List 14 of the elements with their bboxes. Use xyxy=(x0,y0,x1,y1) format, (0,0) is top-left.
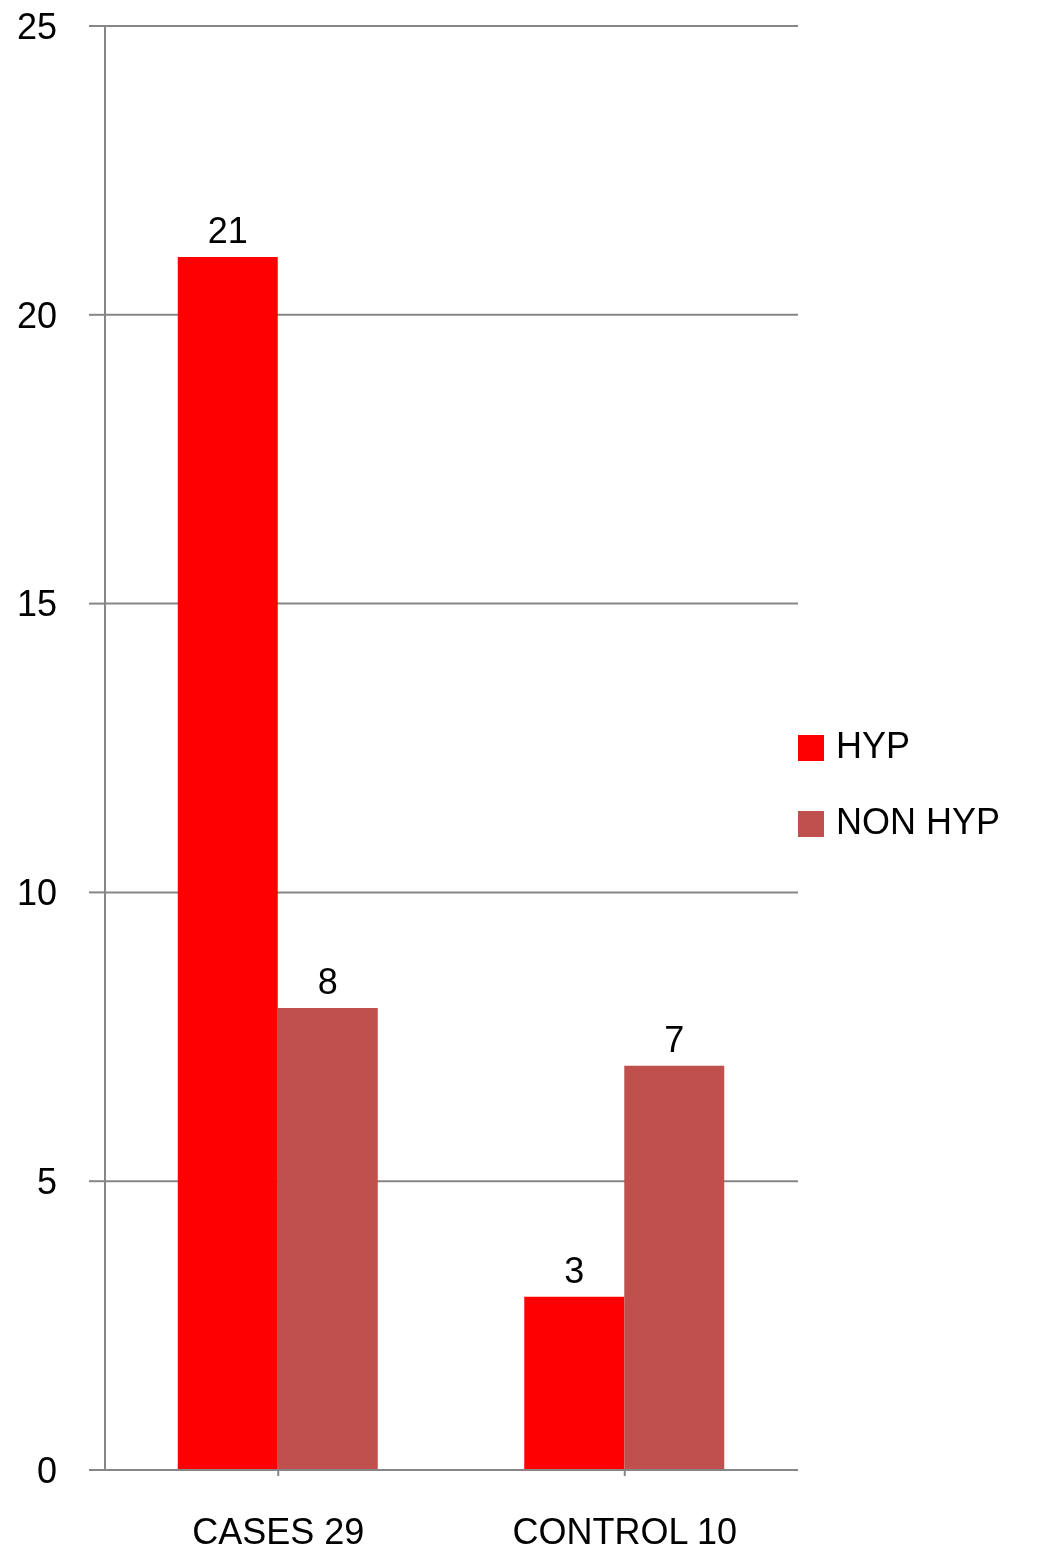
x-tick-label: CASES 29 xyxy=(192,1510,365,1552)
data-label: 3 xyxy=(564,1249,585,1291)
legend-label: HYP xyxy=(836,725,911,766)
legend-label: NON HYP xyxy=(836,801,1001,842)
y-tick-label: 25 xyxy=(16,5,57,47)
y-tick-label: 10 xyxy=(16,872,57,914)
y-tick-label: 0 xyxy=(36,1449,57,1491)
y-tick-label: 20 xyxy=(16,294,57,336)
data-label: 7 xyxy=(664,1018,685,1060)
x-tick-label: CONTROL 10 xyxy=(512,1510,738,1552)
data-label: 21 xyxy=(207,210,248,252)
y-tick-label: 15 xyxy=(16,583,57,625)
data-label: 8 xyxy=(317,960,338,1002)
y-tick-label: 5 xyxy=(36,1160,57,1202)
